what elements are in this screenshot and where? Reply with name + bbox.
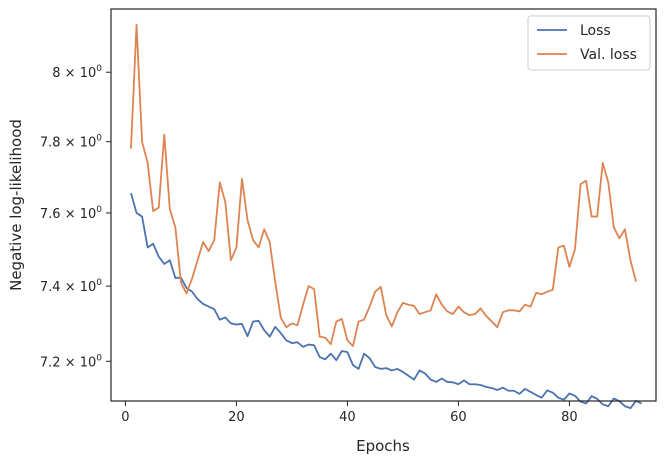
x-tick-label: 20 <box>228 410 245 425</box>
series-line-val-loss <box>130 23 637 347</box>
x-axis-label: Epochs <box>356 437 410 455</box>
series-line-loss <box>130 192 642 410</box>
x-tick-label: 80 <box>561 410 578 425</box>
y-tick-label: 7.6 × 100 <box>40 205 102 222</box>
legend: Loss Val. loss <box>527 15 651 71</box>
legend-label-loss: Loss <box>580 23 611 39</box>
x-axis-ticks: 0 20 40 60 80 <box>121 401 578 425</box>
y-axis-ticks: 7.2 × 100 7.4 × 100 7.6 × 100 7.8 × 100 8 × … <box>40 64 111 370</box>
x-tick-label: 60 <box>450 410 467 425</box>
legend-label-val-loss: Val. loss <box>580 47 637 63</box>
y-tick-label: 7.8 × 100 <box>40 134 102 151</box>
y-axis-label: Negative log-likelihood <box>7 119 25 291</box>
x-tick-label: 0 <box>121 410 129 425</box>
y-tick-label: 7.4 × 100 <box>40 278 102 295</box>
y-tick-label: 8 × 100 <box>52 64 102 81</box>
x-tick-label: 40 <box>339 410 356 425</box>
plot-lines <box>130 23 642 410</box>
plot-frame <box>110 8 657 402</box>
y-tick-label: 7.2 × 100 <box>40 353 102 370</box>
